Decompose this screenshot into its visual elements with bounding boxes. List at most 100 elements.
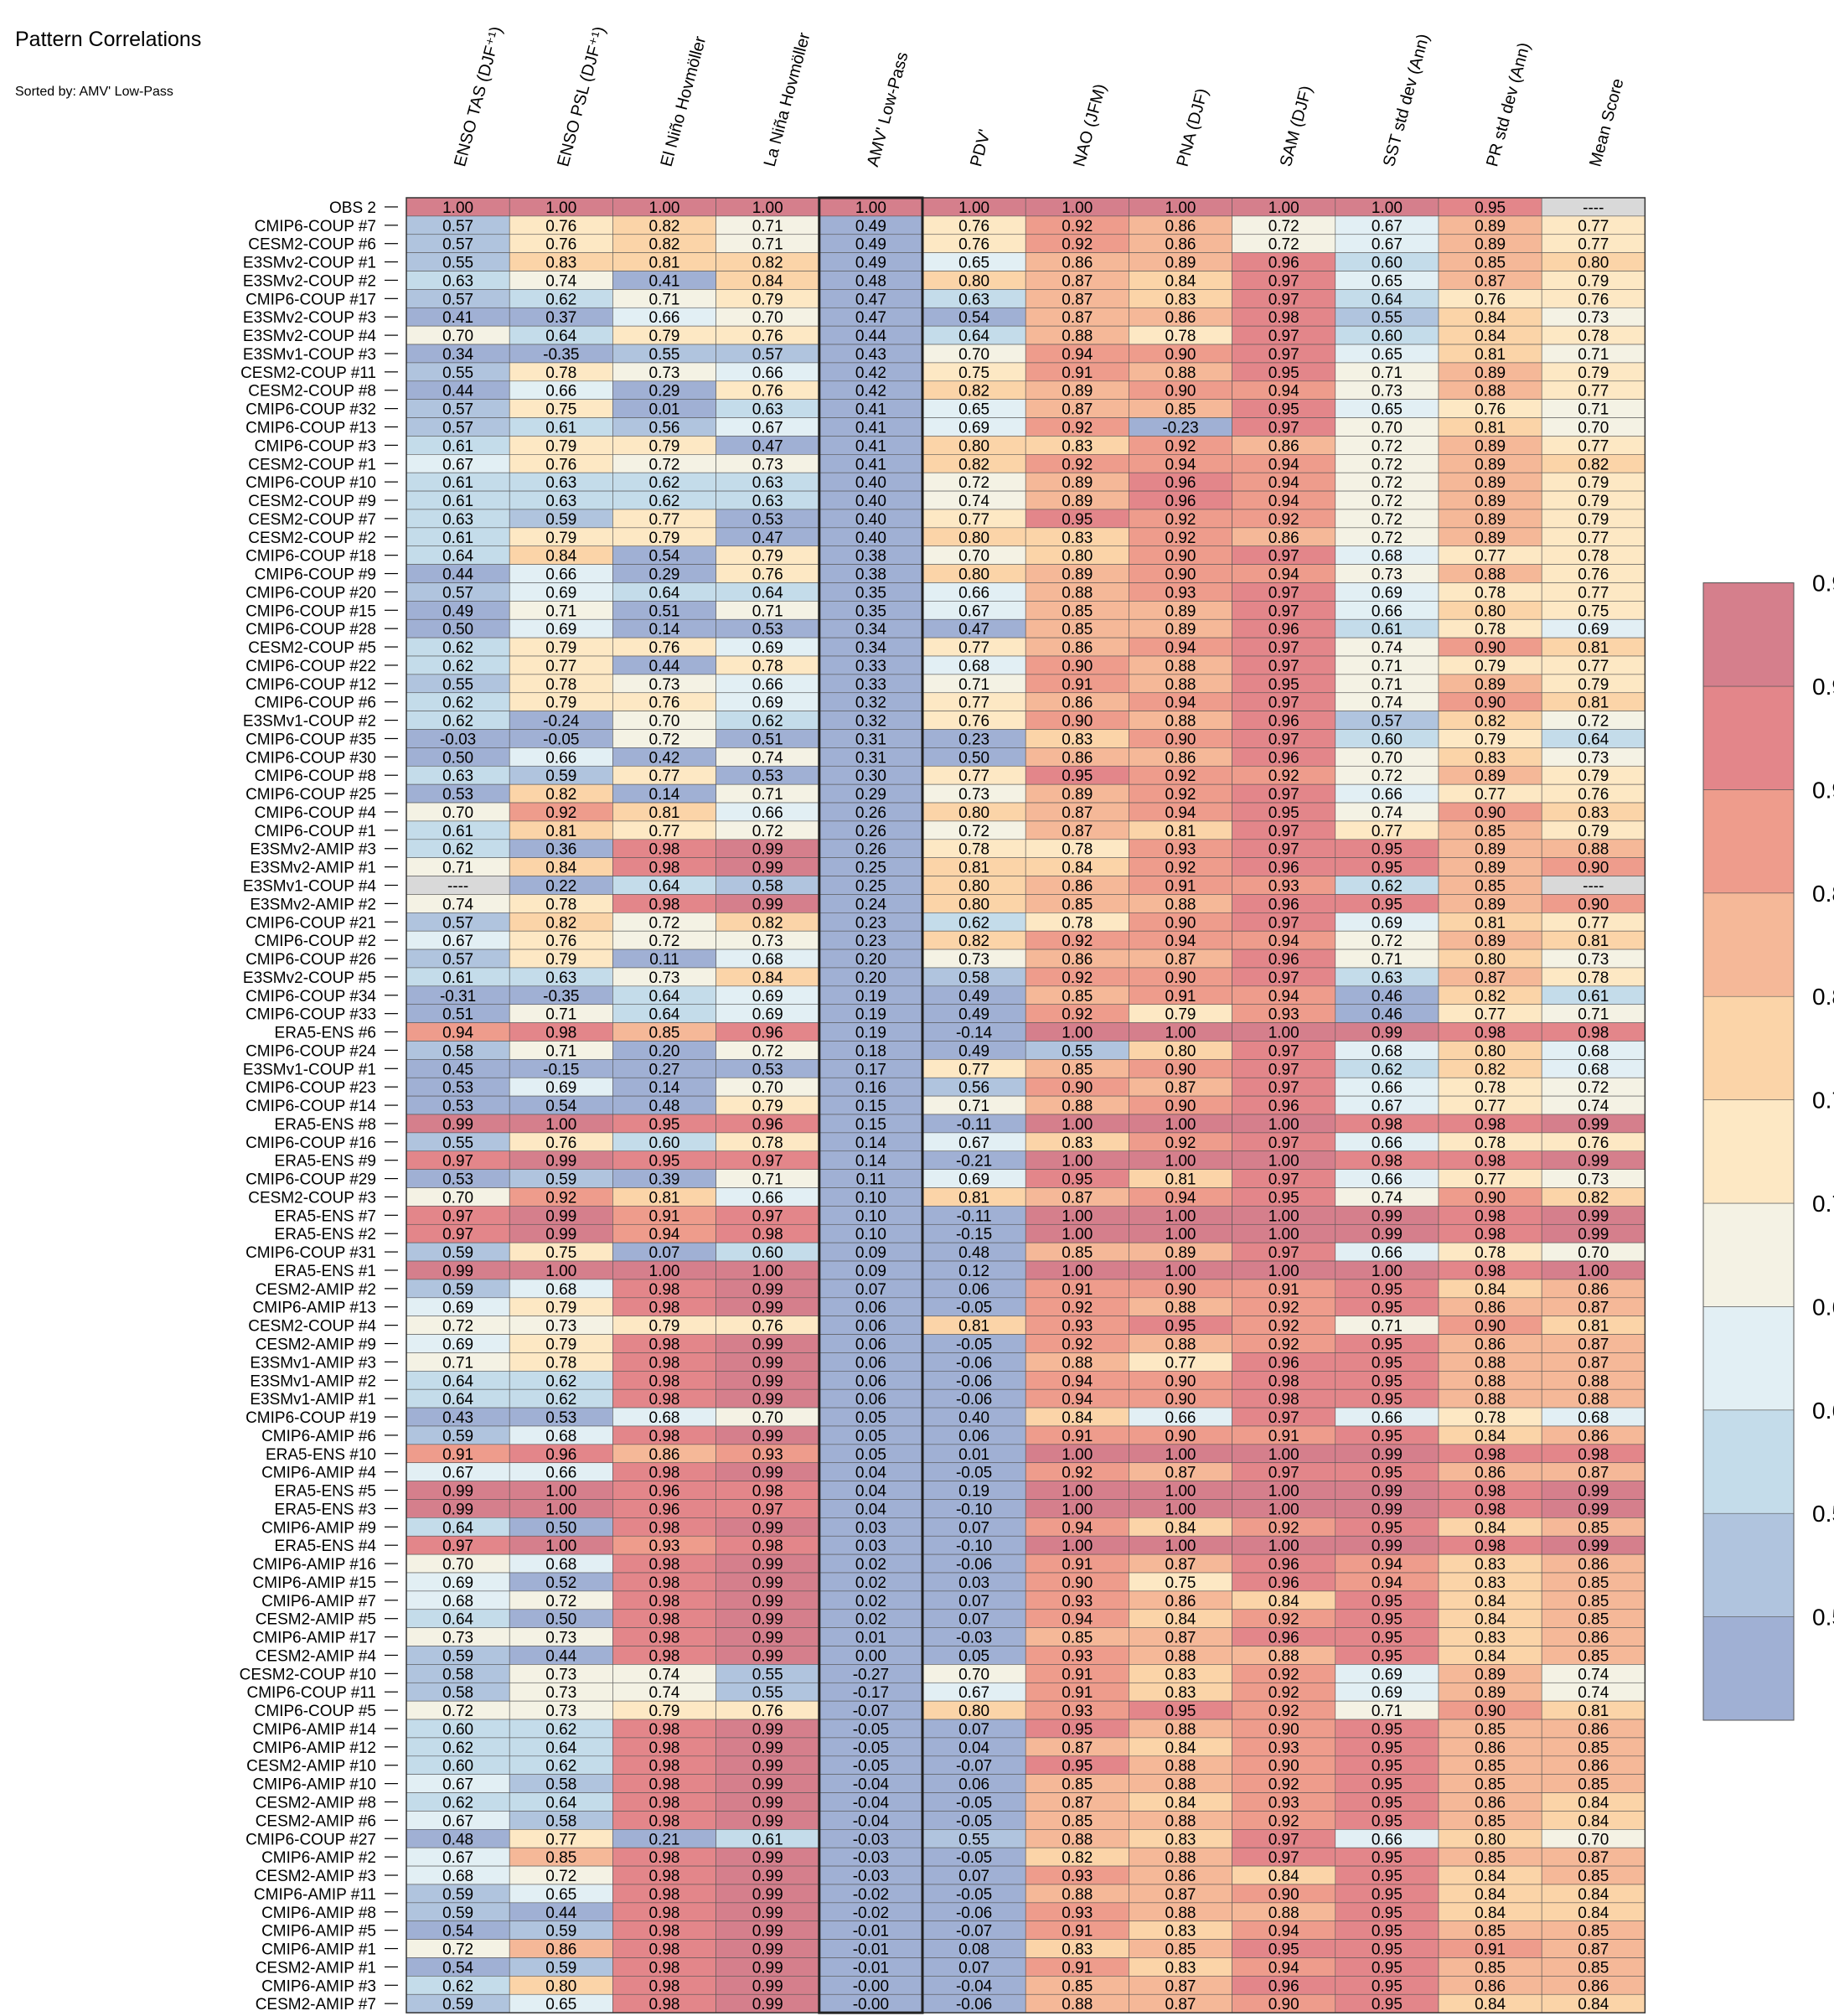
cell-value: 0.01 [958, 1446, 989, 1464]
cell-value: 0.41 [855, 420, 886, 437]
row-label: ERA5-ENS #6 [275, 1025, 376, 1042]
cell-value: 0.90 [1165, 566, 1196, 584]
cell-value: 0.92 [1165, 530, 1196, 547]
cell-value: 0.95 [1372, 1721, 1403, 1739]
cell-value: -0.05 [956, 1849, 992, 1867]
cell-value: 0.90 [1268, 1721, 1299, 1739]
cell-value: 0.57 [1372, 713, 1403, 731]
cell-value: 0.82 [1475, 713, 1506, 731]
cell-value: 0.98 [649, 1959, 680, 1977]
cell-value: 0.85 [1578, 1868, 1609, 1885]
cell-value: 0.15 [855, 1098, 886, 1115]
cell-value: 0.61 [442, 474, 473, 492]
cell-value: 0.79 [752, 291, 783, 308]
cell-value: 0.69 [1372, 584, 1403, 602]
cell-value: 0.57 [442, 291, 473, 308]
cell-value: 0.03 [855, 1538, 886, 1555]
cell-value: 0.63 [545, 474, 576, 492]
cell-value: 0.66 [752, 804, 783, 822]
cell-value: 0.97 [1268, 823, 1299, 840]
cell-value: 0.72 [1372, 456, 1403, 473]
cell-value: 0.70 [752, 1079, 783, 1097]
row-label: CMIP6-COUP #16 [245, 1135, 376, 1152]
cell-value: 0.63 [752, 474, 783, 492]
cell-value: 0.70 [958, 346, 989, 364]
cell-value: 0.78 [1475, 621, 1506, 638]
cell-value: 0.58 [545, 1776, 576, 1794]
cell-value: 0.99 [752, 1812, 783, 1830]
cell-value: 0.49 [855, 255, 886, 272]
cell-value: 1.00 [1062, 199, 1093, 217]
cell-value: 0.47 [752, 530, 783, 547]
cell-value: 0.89 [1165, 602, 1196, 620]
cell-value: 0.99 [1372, 1483, 1403, 1501]
cell-value: 0.62 [442, 713, 473, 731]
cell-value: 0.61 [545, 420, 576, 437]
cell-value: 0.95 [1268, 1189, 1299, 1207]
colorbar-tick-label: 0.9 [1812, 777, 1834, 803]
cell-value: 0.95 [1372, 841, 1403, 859]
cell-value: 0.71 [545, 602, 576, 620]
cell-value: 0.93 [649, 1538, 680, 1555]
cell-value: 0.92 [1268, 1666, 1299, 1683]
cell-value: 1.00 [1165, 1446, 1196, 1464]
cell-value: 0.99 [752, 1886, 783, 1904]
cell-value: 0.69 [752, 1006, 783, 1024]
cell-value: 0.97 [752, 1501, 783, 1518]
row-label: CESM2-COUP #10 [240, 1666, 376, 1683]
cell-value: 0.84 [1475, 328, 1506, 345]
cell-value: 0.66 [545, 749, 576, 767]
cell-value: 0.99 [752, 1465, 783, 1482]
row-label: CESM2-COUP #3 [248, 1189, 376, 1207]
cell-value: 0.01 [855, 1630, 886, 1647]
cell-value: 0.94 [1165, 695, 1196, 712]
cell-value: 0.76 [545, 236, 576, 254]
cell-value: 0.82 [958, 456, 989, 473]
cell-value: 0.89 [1475, 1684, 1506, 1702]
cell-value: 0.87 [1165, 1977, 1196, 1995]
cell-value: 0.88 [1165, 896, 1196, 913]
cell-value: 0.77 [958, 639, 989, 657]
cell-value: 0.49 [958, 988, 989, 1005]
row-label: CMIP6-AMIP #2 [261, 1849, 376, 1867]
cell-value: 0.67 [442, 1776, 473, 1794]
cell-value: 0.57 [442, 401, 473, 419]
cell-value: 0.41 [442, 309, 473, 327]
row-label: E3SMv1-AMIP #2 [250, 1372, 376, 1390]
cell-value: 0.89 [1475, 456, 1506, 473]
cell-value: 0.98 [649, 1776, 680, 1794]
cell-value: 0.98 [752, 1226, 783, 1243]
cell-value: 0.06 [958, 1776, 989, 1794]
row-label: E3SMv2-AMIP #1 [250, 860, 376, 877]
cell-value: 0.94 [1268, 1923, 1299, 1941]
cell-value: ---- [447, 878, 468, 896]
cell-value: 0.99 [752, 1593, 783, 1610]
cell-value: 0.94 [1268, 566, 1299, 584]
cell-value: 0.10 [855, 1207, 886, 1225]
cell-value: 0.63 [958, 291, 989, 308]
cell-value: 0.95 [1372, 1739, 1403, 1757]
cell-value: 0.92 [545, 804, 576, 822]
row-label: CMIP6-COUP #32 [245, 401, 376, 419]
cell-value: -0.03 [853, 1849, 889, 1867]
cell-value: 0.96 [1268, 860, 1299, 877]
cell-value: 0.95 [1268, 401, 1299, 419]
cell-value: 0.70 [442, 1189, 473, 1207]
cell-value: 0.35 [855, 602, 886, 620]
cell-value: 0.66 [1372, 1079, 1403, 1097]
cell-value: 0.66 [649, 309, 680, 327]
cell-value: 0.06 [855, 1300, 886, 1317]
cell-value: 0.68 [545, 1556, 576, 1574]
cell-value: 0.92 [1268, 1336, 1299, 1354]
cell-value: 0.85 [1578, 1739, 1609, 1757]
cell-value: 0.89 [1165, 1244, 1196, 1262]
cell-value: 0.91 [1062, 676, 1093, 694]
row-label: CMIP6-AMIP #8 [261, 1905, 376, 1922]
row-label: CMIP6-COUP #34 [245, 988, 376, 1005]
cell-value: 0.79 [649, 530, 680, 547]
cell-value: 0.88 [1062, 1996, 1093, 2013]
cell-value: 0.90 [1165, 1391, 1196, 1409]
cell-value: 0.99 [752, 1630, 783, 1647]
cell-value: 0.69 [1372, 1666, 1403, 1683]
cell-value: 0.06 [855, 1391, 886, 1409]
